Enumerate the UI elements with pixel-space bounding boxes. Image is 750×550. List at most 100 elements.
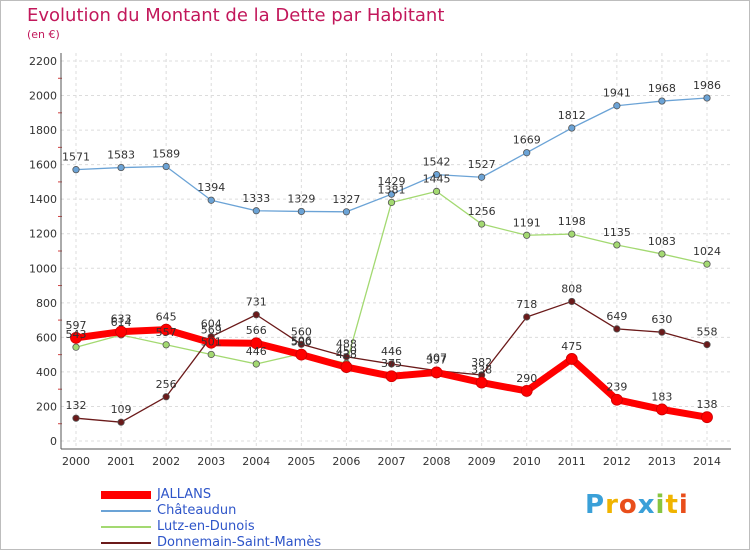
data-label: 488 bbox=[336, 338, 357, 351]
data-point bbox=[565, 353, 578, 365]
x-tick-label: 2000 bbox=[62, 455, 90, 468]
data-point bbox=[340, 361, 353, 373]
legend-label: Lutz-en-Dunois bbox=[157, 519, 255, 534]
data-label: 1024 bbox=[693, 245, 721, 258]
data-label: 109 bbox=[111, 403, 132, 416]
data-label: 1381 bbox=[378, 183, 406, 196]
data-label: 649 bbox=[606, 310, 627, 323]
data-label: 256 bbox=[156, 378, 177, 391]
x-tick-label: 2004 bbox=[242, 455, 270, 468]
y-tick-label: 1400 bbox=[29, 193, 57, 206]
data-label: 633 bbox=[111, 313, 132, 326]
data-label: 557 bbox=[156, 326, 177, 339]
data-label: 543 bbox=[66, 328, 87, 341]
y-tick-label: 200 bbox=[36, 400, 57, 413]
data-point bbox=[523, 231, 531, 239]
data-point bbox=[658, 97, 666, 105]
data-point bbox=[387, 360, 396, 368]
data-label: 239 bbox=[606, 381, 627, 394]
data-point bbox=[72, 166, 80, 174]
data-label: 566 bbox=[246, 324, 267, 337]
x-tick-label: 2001 bbox=[107, 455, 135, 468]
x-tick-label: 2010 bbox=[513, 455, 541, 468]
y-tick-label: 1800 bbox=[29, 124, 57, 137]
legend-swatch bbox=[101, 510, 151, 512]
data-point bbox=[115, 325, 127, 338]
legend-label: Châteaudun bbox=[157, 503, 237, 518]
y-tick-label: 2200 bbox=[29, 55, 57, 68]
y-tick-label: 800 bbox=[36, 297, 57, 310]
data-label: 1968 bbox=[648, 82, 676, 95]
data-point bbox=[295, 348, 308, 361]
y-tick-label: 1200 bbox=[29, 228, 57, 241]
x-tick-label: 2009 bbox=[468, 455, 496, 468]
data-point bbox=[523, 149, 531, 157]
data-label: 1571 bbox=[62, 151, 90, 164]
data-point bbox=[613, 241, 621, 249]
data-label: 1327 bbox=[332, 193, 360, 206]
data-label: 1583 bbox=[107, 149, 135, 162]
legend-label: JALLANS bbox=[157, 487, 212, 502]
data-label: 446 bbox=[246, 345, 267, 358]
legend-swatch bbox=[101, 491, 151, 499]
data-label: 132 bbox=[66, 399, 87, 412]
data-point bbox=[523, 313, 531, 321]
x-tick-label: 2003 bbox=[197, 455, 225, 468]
data-point bbox=[610, 393, 623, 406]
data-label: 558 bbox=[697, 326, 718, 339]
data-point bbox=[387, 190, 396, 198]
data-label: 1256 bbox=[468, 205, 496, 218]
data-label: 428 bbox=[336, 348, 357, 361]
data-point bbox=[205, 336, 218, 349]
proxiti-logo: Proxiti bbox=[585, 490, 689, 520]
data-point bbox=[613, 325, 621, 333]
data-label: 1986 bbox=[693, 79, 721, 92]
data-point bbox=[72, 414, 80, 422]
chart-subtitle: (en €) bbox=[27, 28, 60, 41]
data-label: 1589 bbox=[152, 148, 180, 161]
data-label: 475 bbox=[561, 340, 582, 353]
x-tick-label: 2008 bbox=[423, 455, 451, 468]
data-label: 382 bbox=[471, 356, 492, 369]
x-tick-label: 2013 bbox=[648, 455, 676, 468]
legend-label: Donnemain-Saint-Mamès bbox=[157, 535, 322, 550]
data-label: 500 bbox=[291, 336, 312, 349]
data-point bbox=[252, 360, 260, 368]
data-label: 645 bbox=[156, 311, 177, 324]
data-label: 614 bbox=[111, 316, 132, 329]
data-point bbox=[703, 94, 711, 102]
data-label: 731 bbox=[246, 296, 267, 309]
data-point bbox=[342, 353, 351, 361]
y-tick-label: 1600 bbox=[29, 159, 57, 172]
data-label: 604 bbox=[201, 318, 222, 331]
y-tick-label: 600 bbox=[36, 331, 57, 344]
data-point bbox=[162, 341, 170, 349]
data-label: 501 bbox=[201, 335, 222, 348]
data-label: 290 bbox=[516, 372, 537, 385]
data-label: 1429 bbox=[378, 175, 406, 188]
data-point bbox=[613, 102, 621, 110]
data-label: 560 bbox=[291, 325, 312, 338]
data-point bbox=[703, 260, 711, 268]
data-point bbox=[568, 124, 576, 132]
data-point bbox=[568, 297, 576, 306]
data-label: 1445 bbox=[423, 172, 451, 185]
data-label: 808 bbox=[561, 282, 582, 295]
data-label: 1527 bbox=[468, 158, 496, 171]
data-label: 407 bbox=[426, 352, 447, 365]
data-point bbox=[72, 343, 80, 351]
legend-swatch bbox=[101, 526, 151, 528]
y-tick-label: 400 bbox=[36, 366, 57, 379]
data-point bbox=[568, 230, 576, 238]
data-label: 1812 bbox=[558, 109, 586, 122]
x-tick-label: 2006 bbox=[332, 455, 360, 468]
data-point bbox=[658, 250, 666, 258]
data-point bbox=[117, 163, 125, 172]
x-tick-label: 2012 bbox=[603, 455, 631, 468]
data-point bbox=[432, 171, 441, 179]
data-label: 569 bbox=[201, 324, 222, 337]
data-label: 630 bbox=[651, 313, 672, 326]
plot-area bbox=[61, 53, 731, 449]
y-tick-label: 0 bbox=[50, 435, 57, 448]
